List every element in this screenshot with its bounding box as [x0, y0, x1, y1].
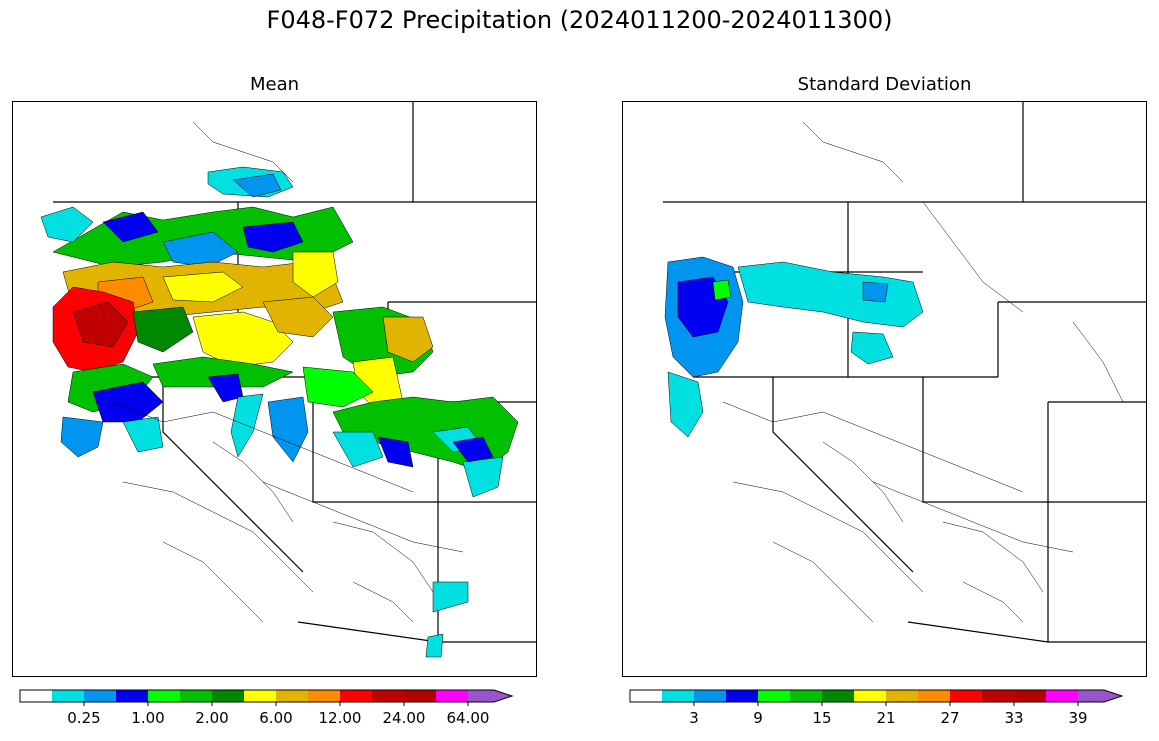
std-colorbar-segment: [726, 690, 758, 702]
std-colorbar-tick-label: 33: [1004, 709, 1023, 727]
std-basin-outlines: [722, 121, 1124, 623]
std-state-borders: [663, 102, 1146, 643]
mean-colorbar-segment: [276, 690, 308, 702]
mean-colorbar-tick-label: 0.25: [67, 709, 100, 727]
std-colorbar-tick-label: 21: [876, 709, 895, 727]
mean-map-canvas: [13, 102, 536, 676]
std-map-canvas: [663, 102, 1146, 643]
std-colorbar-segment: [694, 690, 726, 702]
mean-colorbar: 0.25 1.00 2.00 6.00 12.00 24.00 64.00: [19, 689, 539, 729]
mean-colorbar-tick-label: 2.00: [195, 709, 228, 727]
std-colorbar-segment: [1078, 690, 1122, 702]
mean-precip-field: [40, 166, 519, 658]
mean-colorbar-segment: [340, 690, 372, 702]
mean-colorbar-segment: [116, 690, 148, 702]
std-colorbar-segment: [662, 690, 694, 702]
mean-colorbar-tick-label: 6.00: [259, 709, 292, 727]
std-colorbar-segment: [1014, 690, 1046, 702]
mean-colorbar-segment: [468, 690, 512, 702]
mean-map: [12, 101, 537, 677]
std-colorbar-tick-label: 9: [753, 709, 763, 727]
mean-colorbar-segment: [84, 690, 116, 702]
mean-colorbar-segment: [372, 690, 404, 702]
mean-colorbar-tick-label: 24.00: [383, 709, 426, 727]
std-colorbar-segment: [854, 690, 886, 702]
mean-colorbar-segment: [148, 690, 180, 702]
mean-colorbar-tick-label: 12.00: [319, 709, 362, 727]
std-colorbar-segment: [886, 690, 918, 702]
std-colorbar-tick-label: 3: [689, 709, 699, 727]
std-panel-title: Standard Deviation: [797, 74, 972, 95]
std-map: [622, 101, 1147, 677]
std-colorbar: 3 9 15 21 27 33 39: [629, 689, 1149, 729]
std-colorbar-segment: [758, 690, 790, 702]
std-colorbar-canvas: 3 9 15 21 27 33 39: [629, 689, 1124, 727]
std-colorbar-segment: [630, 690, 662, 702]
mean-colorbar-segment: [212, 690, 244, 702]
std-colorbar-segment: [918, 690, 950, 702]
std-colorbar-segment: [950, 690, 982, 702]
mean-colorbar-segment: [180, 690, 212, 702]
mean-colorbar-segment: [20, 690, 52, 702]
mean-colorbar-canvas: 0.25 1.00 2.00 6.00 12.00 24.00 64.00: [19, 689, 514, 727]
std-colorbar-segment: [1046, 690, 1078, 702]
mean-panel-title: Mean: [249, 74, 300, 95]
mean-colorbar-segment: [52, 690, 84, 702]
mean-colorbar-segment: [308, 690, 340, 702]
std-colorbar-segment: [822, 690, 854, 702]
mean-basin-outlines: [112, 121, 464, 623]
std-colorbar-tick-label: 39: [1068, 709, 1087, 727]
mean-colorbar-segment: [404, 690, 436, 702]
std-colorbar-outline: [629, 689, 1124, 703]
mean-colorbar-tick-label: 1.00: [131, 709, 164, 727]
mean-colorbar-segment: [244, 690, 276, 702]
mean-colorbar-tick-label: 64.00: [447, 709, 490, 727]
mean-colorbar-segment: [436, 690, 468, 702]
std-field: [664, 256, 924, 438]
std-colorbar-segment: [982, 690, 1014, 702]
std-colorbar-segment: [790, 690, 822, 702]
std-colorbar-tick-label: 27: [940, 709, 959, 727]
std-colorbar-tick-label: 15: [812, 709, 831, 727]
mean-colorbar-outline: [19, 689, 514, 703]
figure-title: F048-F072 Precipitation (2024011200-2024…: [266, 6, 893, 34]
